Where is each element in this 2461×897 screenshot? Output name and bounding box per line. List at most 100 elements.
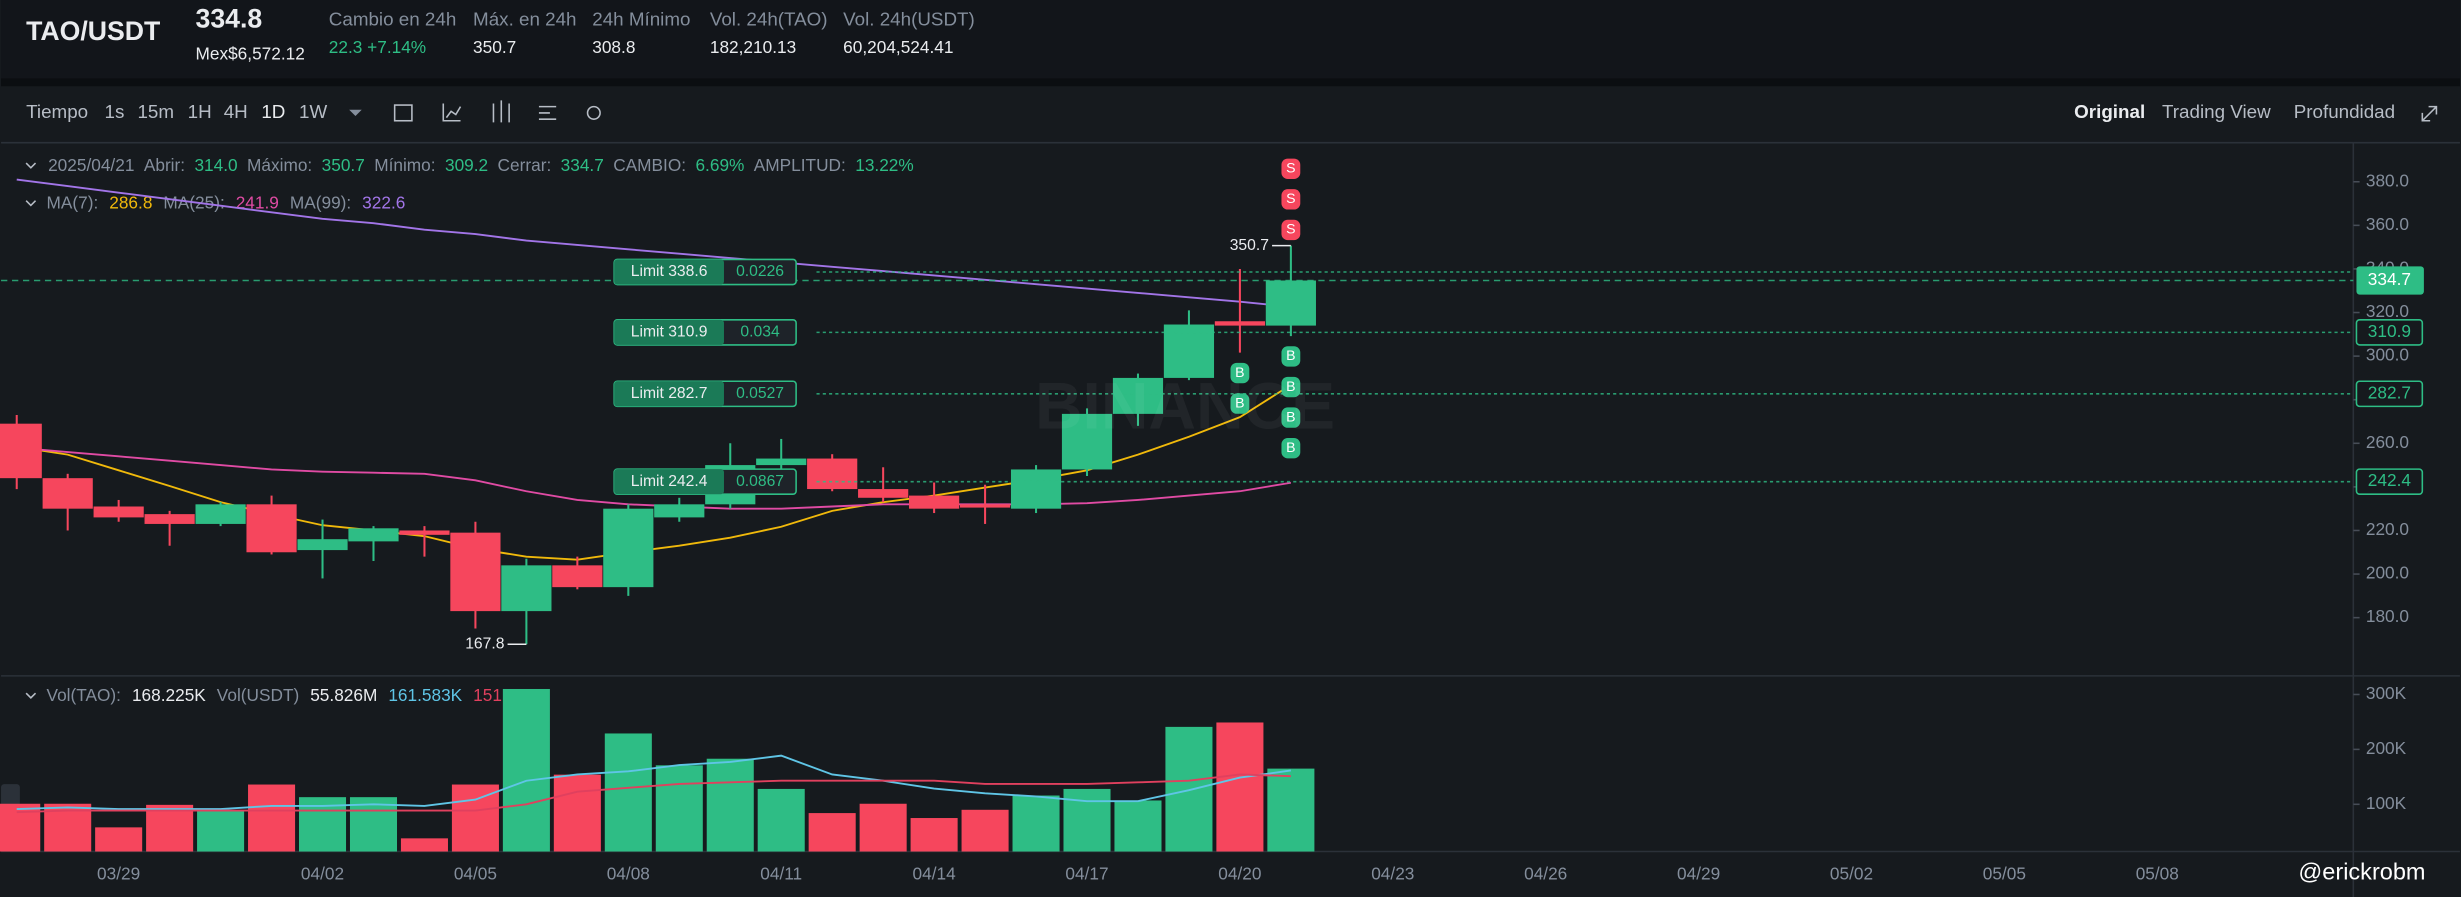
- info-label: Mínimo:: [374, 155, 435, 175]
- x-tick-label: 04/20: [1218, 864, 1261, 884]
- candle-body: [756, 458, 807, 466]
- vol-value: 168.225K: [132, 685, 206, 705]
- interval[interactable]: 1W: [299, 101, 327, 122]
- watermark: BINANCE: [1035, 368, 1335, 442]
- info-value: 309.2: [445, 155, 488, 175]
- interval[interactable]: 15m: [137, 101, 174, 122]
- volume-bar: [197, 811, 245, 852]
- settings-icon[interactable]: [586, 105, 601, 120]
- order-qty: 0.034: [740, 324, 780, 341]
- order-box-label[interactable]: [614, 259, 724, 285]
- volume-bar: [349, 797, 398, 852]
- trade-marker-label: B: [1235, 364, 1244, 380]
- candle-body: [909, 495, 960, 509]
- layout-icon[interactable]: [538, 105, 557, 120]
- high-label: 350.7: [1230, 237, 1269, 254]
- vol-ma-value: 161.583K: [388, 685, 462, 705]
- order-qty: 0.0527: [736, 385, 784, 402]
- candle-body: [1112, 377, 1164, 414]
- dropdown-icon[interactable]: [349, 109, 362, 117]
- stat-label: 24h Mínimo: [592, 8, 690, 29]
- indicator-icon[interactable]: [442, 103, 462, 122]
- stat-value: 350.7: [473, 37, 516, 57]
- y-tick-label: 300K: [2366, 683, 2407, 703]
- view-tab[interactable]: Original: [2074, 101, 2145, 122]
- trade-marker: [1281, 346, 1301, 367]
- volume-bar: [910, 818, 958, 852]
- trade-marker-label: B: [1286, 408, 1295, 424]
- order-price-tag: [2355, 319, 2424, 346]
- x-tick-label: 04/17: [1065, 864, 1108, 884]
- volume-bar: [859, 803, 907, 852]
- order-label: Limit 282.7: [631, 385, 708, 402]
- candle-body: [1010, 469, 1062, 509]
- order-price-tag-label: 242.4: [2368, 470, 2412, 490]
- interval[interactable]: 1s: [105, 101, 125, 122]
- candle-body: [603, 508, 654, 588]
- low-label: 167.8: [465, 635, 505, 652]
- interval[interactable]: Tiempo: [26, 101, 88, 122]
- trade-marker-label: B: [1286, 378, 1295, 394]
- order-label: Limit 338.6: [631, 263, 708, 280]
- y-tick-label: 260.0: [2366, 432, 2409, 452]
- info-label: CAMBIO:: [613, 155, 686, 175]
- info-value: 6.69%: [695, 155, 744, 175]
- stat-value: 308.8: [592, 37, 635, 57]
- volume-bar: [808, 813, 856, 852]
- calendar-icon[interactable]: [393, 104, 413, 122]
- candle-icon[interactable]: [492, 100, 510, 123]
- volume-bar: [95, 827, 143, 852]
- info-value: 334.7: [561, 155, 604, 175]
- fiat-price: Mex$6,572.12: [196, 43, 305, 63]
- view-tab[interactable]: Profundidad: [2294, 101, 2395, 122]
- header-bar: [1, 0, 2460, 79]
- ma-line: [16, 446, 1292, 510]
- y-tick-label: 380.0: [2366, 170, 2409, 190]
- volume-bar: [1012, 795, 1060, 852]
- ma-line: [16, 384, 1292, 561]
- caret[interactable]: [25, 162, 37, 169]
- order-qty: 0.0226: [736, 263, 784, 280]
- x-tick-label: 04/23: [1371, 864, 1414, 884]
- stat-label: Vol. 24h(TAO): [710, 8, 828, 29]
- trade-marker: [1281, 376, 1301, 398]
- interval[interactable]: 1H: [188, 101, 212, 122]
- order-box-label[interactable]: [614, 469, 724, 495]
- info-value: 314.0: [194, 155, 237, 175]
- candle-body: [93, 506, 144, 518]
- interval[interactable]: 1D: [261, 101, 285, 122]
- ma-value: 322.6: [362, 192, 405, 212]
- trade-marker: [1281, 219, 1301, 241]
- trade-marker-label: S: [1286, 221, 1295, 237]
- ma-label: MA(7):: [47, 192, 99, 212]
- order-box-label[interactable]: [614, 381, 724, 407]
- x-tick-label: 05/05: [1983, 864, 2026, 884]
- interval[interactable]: 4H: [224, 101, 248, 122]
- order-box-label[interactable]: [614, 319, 724, 345]
- trade-marker-label: S: [1286, 160, 1295, 176]
- x-tick-label: 04/02: [301, 864, 344, 884]
- candle-body: [399, 530, 450, 535]
- vol-label: Vol(TAO):: [47, 685, 121, 705]
- trade-marker-label: B: [1235, 394, 1244, 410]
- trade-marker-label: B: [1286, 439, 1295, 455]
- y-tick-label: 200.0: [2366, 563, 2409, 583]
- candle-body: [42, 478, 93, 509]
- fullscreen-icon[interactable]: [2421, 105, 2438, 122]
- separator: [1, 78, 2460, 87]
- y-tick-label: 320.0: [2366, 301, 2409, 321]
- x-tick-label: 04/05: [454, 864, 497, 884]
- volume-bar: [248, 784, 296, 852]
- info-value: 13.22%: [855, 155, 914, 175]
- caret[interactable]: [25, 200, 37, 207]
- candle-body: [1061, 413, 1113, 470]
- view-tab[interactable]: Trading View: [2162, 101, 2271, 122]
- stat-value: 60,204,524.41: [843, 37, 953, 57]
- trade-marker: [1281, 437, 1301, 459]
- y-tick-label: 300.0: [2366, 345, 2409, 365]
- x-tick-label: 04/11: [760, 864, 802, 884]
- caret[interactable]: [25, 692, 37, 699]
- stat-label: Vol. 24h(USDT): [843, 8, 975, 29]
- stat-value: 22.3 +7.14%: [329, 37, 426, 57]
